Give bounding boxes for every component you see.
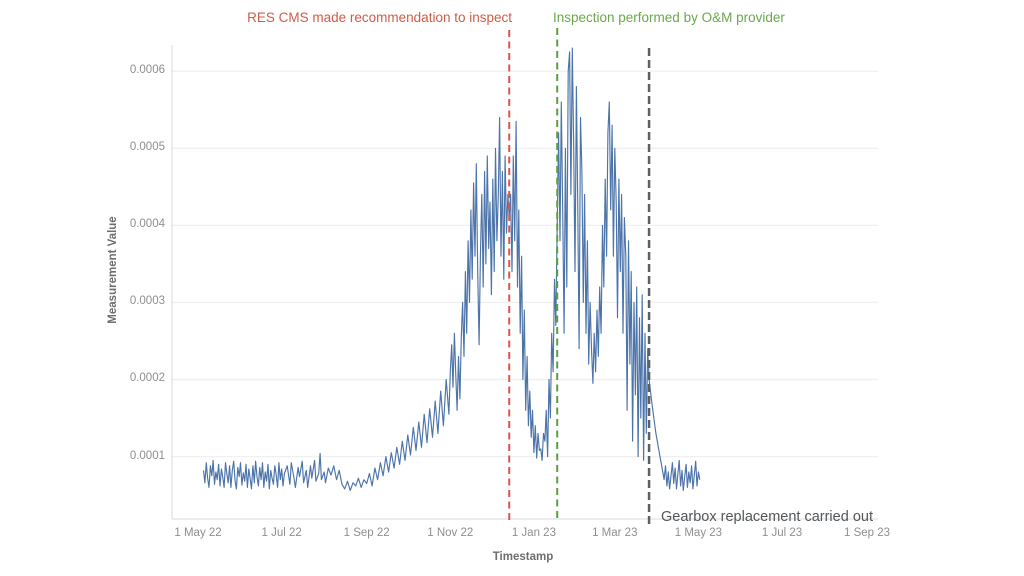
- x-tick-label: 1 Sep 23: [844, 527, 891, 539]
- x-tick-label: 1 Nov 22: [427, 527, 474, 539]
- y-tick-label: 0.0006: [129, 64, 165, 77]
- x-tick-label: 1 Mar 23: [592, 527, 638, 539]
- x-tick-label: 1 Jul 23: [761, 527, 803, 539]
- x-tick-label: 1 Sep 22: [343, 527, 390, 539]
- annotation-gearbox-replacement: Gearbox replacement carried out: [661, 509, 873, 525]
- y-tick-label: 0.0003: [129, 295, 165, 308]
- x-tick-label: 1 Jan 23: [511, 527, 556, 539]
- measurement-line: [202, 47, 701, 492]
- x-tick-label: 1 Jul 22: [261, 527, 302, 539]
- annotation-inspection-performed: Inspection performed by O&M provider: [553, 10, 785, 25]
- x-tick-label: 1 May 23: [674, 527, 723, 539]
- x-axis-title: Timestamp: [492, 551, 554, 563]
- y-tick-label: 0.0004: [129, 218, 165, 231]
- y-axis-title: Measurement Value: [107, 216, 119, 324]
- annotation-cms-recommendation: RES CMS made recommendation to inspect: [247, 10, 512, 25]
- y-tick-label: 0.0002: [129, 372, 165, 385]
- x-tick-label: 1 May 22: [174, 527, 222, 539]
- y-tick-label: 0.0005: [129, 141, 165, 154]
- y-tick-label: 0.0001: [129, 449, 165, 462]
